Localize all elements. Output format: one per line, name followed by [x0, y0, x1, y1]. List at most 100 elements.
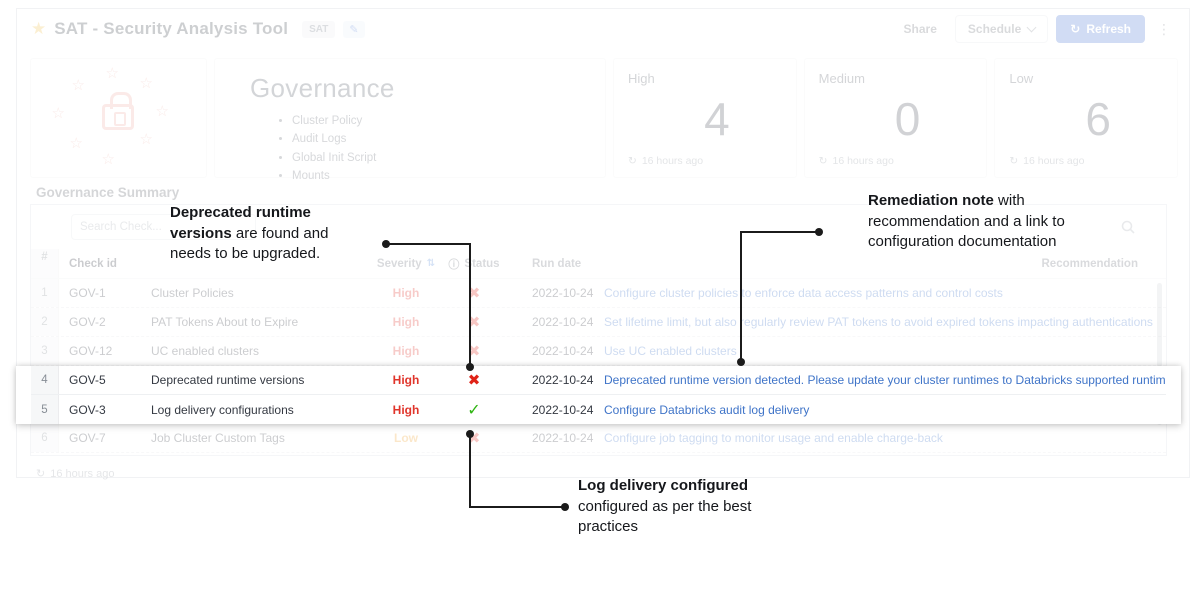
updated-text: 16 hours ago — [642, 155, 703, 167]
schedule-label: Schedule — [968, 22, 1021, 36]
check-name: PAT Tokens About to Expire — [151, 315, 371, 329]
severity-label: High — [371, 403, 441, 417]
governance-item: Mounts — [292, 167, 595, 185]
run-date: 2022-10-24 — [507, 344, 602, 358]
table-row[interactable]: 2 GOV-2 PAT Tokens About to Expire High … — [31, 308, 1166, 337]
clock-icon: ↻ — [628, 155, 637, 167]
check-name: Log delivery configurations — [151, 403, 371, 417]
row-number: 2 — [31, 308, 59, 336]
security-badge-icon: ☆ ☆ ☆ ☆ ☆ ☆ ☆ ☆ — [44, 66, 194, 170]
governance-list: Cluster Policy Audit Logs Global Init Sc… — [292, 112, 595, 186]
check-id: GOV-3 — [59, 403, 151, 417]
stat-updated: ↻ 16 hours ago — [1009, 155, 1084, 167]
severity-label: High — [371, 315, 441, 329]
col-status[interactable]: ⓘ Status — [441, 256, 507, 272]
stat-card-high: High 4 ↻ 16 hours ago — [614, 59, 796, 177]
recommendation-link[interactable]: Deprecated runtime version detected. Ple… — [602, 373, 1166, 387]
col-recommendation[interactable]: Recommendation — [602, 258, 1166, 270]
stat-value: 4 — [628, 92, 782, 146]
highlighted-rows: 4 GOV-5 Deprecated runtime versions High… — [16, 366, 1181, 424]
annotation-deprecated-runtime: Deprecated runtime versions are found an… — [170, 203, 370, 265]
connector-line — [740, 231, 742, 361]
recommendation-link[interactable]: Configure cluster policies to enforce da… — [602, 286, 1166, 300]
row-number: 1 — [31, 279, 59, 307]
sort-icon[interactable]: ⇅ — [427, 258, 435, 269]
col-num: # — [31, 249, 59, 278]
col-run-date[interactable]: Run date — [507, 258, 602, 270]
governance-item: Audit Logs — [292, 130, 595, 148]
clock-icon: ↻ — [819, 155, 828, 167]
col-check-id[interactable]: Check id — [59, 258, 151, 270]
check-id: GOV-5 — [59, 373, 151, 387]
row-number: 6 — [31, 424, 59, 452]
recommendation-link[interactable]: Configure Databricks audit log delivery — [602, 403, 1166, 417]
connector-line — [386, 243, 470, 245]
row-number: 3 — [31, 337, 59, 365]
connector-line — [469, 434, 471, 508]
clock-icon: ↻ — [36, 467, 45, 480]
share-button[interactable]: Share — [894, 16, 947, 42]
refresh-label: Refresh — [1086, 22, 1131, 36]
recommendation-link[interactable]: Use UC enabled clusters — [602, 344, 1166, 358]
table-row[interactable]: 6 GOV-7 Job Cluster Custom Tags Low ✖ 20… — [31, 424, 1166, 453]
check-name: Cluster Policies — [151, 286, 371, 300]
updated-text: 16 hours ago — [1023, 155, 1084, 167]
run-date: 2022-10-24 — [507, 403, 602, 417]
schedule-dropdown[interactable]: Schedule — [955, 15, 1048, 43]
run-date: 2022-10-24 — [507, 373, 602, 387]
stat-card-low: Low 6 ↻ 16 hours ago — [995, 59, 1177, 177]
governance-badge-card: ☆ ☆ ☆ ☆ ☆ ☆ ☆ ☆ — [31, 59, 206, 177]
annotation-remediation-note: Remediation note with recommendation and… — [868, 191, 1086, 253]
status-icon: ✓ — [467, 402, 480, 419]
connector-line — [741, 231, 819, 233]
check-name: Job Cluster Custom Tags — [151, 431, 371, 445]
edit-pencil-icon[interactable]: ✎ — [343, 21, 364, 38]
annotation-bold: Log delivery configured — [578, 477, 748, 494]
run-date: 2022-10-24 — [507, 286, 602, 300]
app-header: ★ SAT - Security Analysis Tool SAT ✎ Sha… — [17, 9, 1189, 49]
lock-icon — [102, 104, 134, 130]
severity-label: High — [371, 286, 441, 300]
refresh-button[interactable]: ↻ Refresh — [1056, 15, 1145, 43]
severity-header-label: Severity — [377, 258, 422, 270]
section-title: Governance Summary — [36, 185, 179, 200]
search-icon[interactable] — [1120, 219, 1136, 235]
connector-dot — [466, 363, 474, 371]
severity-label: High — [371, 373, 441, 387]
connector-line — [469, 243, 471, 366]
footer-updated-text: 16 hours ago — [50, 468, 114, 480]
refresh-icon: ↻ — [1070, 22, 1080, 36]
dashboard-tag: SAT — [302, 21, 335, 38]
table-row[interactable]: 4 GOV-5 Deprecated runtime versions High… — [31, 366, 1166, 395]
col-severity[interactable]: Severity ⇅ — [371, 258, 441, 270]
severity-label: Low — [371, 431, 441, 445]
stat-updated: ↻ 16 hours ago — [628, 155, 703, 167]
check-name: Deprecated runtime versions — [151, 373, 371, 387]
check-id: GOV-2 — [59, 315, 151, 329]
governance-title: Governance — [250, 73, 595, 104]
check-id: GOV-7 — [59, 431, 151, 445]
check-id: GOV-12 — [59, 344, 151, 358]
stat-card-medium: Medium 0 ↻ 16 hours ago — [805, 59, 987, 177]
favorite-star-icon[interactable]: ★ — [31, 19, 46, 39]
table-rows-faded-bottom: 6 GOV-7 Job Cluster Custom Tags Low ✖ 20… — [31, 424, 1166, 453]
updated-text: 16 hours ago — [832, 155, 893, 167]
table-row[interactable]: 1 GOV-1 Cluster Policies High ✖ 2022-10-… — [31, 279, 1166, 308]
table-footer: ↻ 16 hours ago — [36, 467, 114, 480]
stat-label: Low — [1009, 71, 1163, 86]
stat-label: High — [628, 71, 782, 86]
table-row[interactable]: 5 GOV-3 Log delivery configurations High… — [31, 395, 1166, 424]
annotation-log-delivery: Log delivery configured configured as pe… — [578, 476, 783, 538]
row-number: 4 — [31, 366, 59, 394]
recommendation-link[interactable]: Set lifetime limit, but also regularly r… — [602, 315, 1166, 329]
stat-updated: ↻ 16 hours ago — [819, 155, 894, 167]
annotation-text: configured as per the best practices — [578, 498, 751, 536]
recommendation-link[interactable]: Configure job tagging to monitor usage a… — [602, 431, 1166, 445]
check-id: GOV-1 — [59, 286, 151, 300]
info-icon: ⓘ — [448, 256, 459, 272]
table-row[interactable]: 3 GOV-12 UC enabled clusters High ✖ 2022… — [31, 337, 1166, 366]
stat-label: Medium — [819, 71, 973, 86]
governance-card: Governance Cluster Policy Audit Logs Glo… — [215, 59, 605, 177]
stat-value: 0 — [819, 92, 973, 146]
kebab-menu-icon[interactable]: ⋮ — [1153, 21, 1175, 38]
